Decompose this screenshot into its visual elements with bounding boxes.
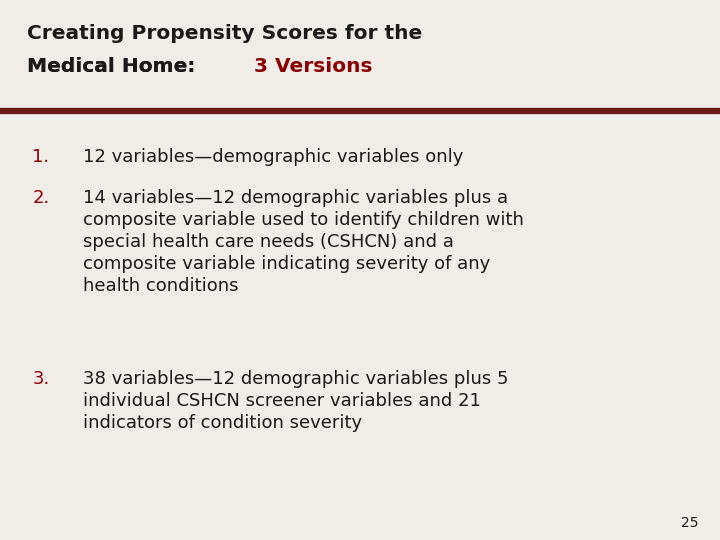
Text: 25: 25	[681, 516, 698, 530]
Text: 3.: 3.	[32, 370, 50, 388]
Text: 12 variables—demographic variables only: 12 variables—demographic variables only	[83, 148, 463, 166]
Text: Creating Propensity Scores for the: Creating Propensity Scores for the	[27, 24, 423, 43]
Text: 3 Versions: 3 Versions	[253, 57, 372, 76]
Text: Medical Home:: Medical Home:	[27, 57, 203, 76]
Text: 14 variables—12 demographic variables plus a
composite variable used to identify: 14 variables—12 demographic variables pl…	[83, 189, 523, 295]
Text: 1.: 1.	[32, 148, 50, 166]
Text: 38 variables—12 demographic variables plus 5
individual CSHCN screener variables: 38 variables—12 demographic variables pl…	[83, 370, 508, 432]
Text: Medical Home:: Medical Home:	[27, 57, 203, 76]
Text: 2.: 2.	[32, 189, 50, 207]
